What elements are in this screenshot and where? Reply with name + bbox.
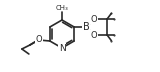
Text: B: B <box>83 22 89 32</box>
Text: O: O <box>36 35 42 44</box>
Text: O: O <box>91 14 97 23</box>
Text: N: N <box>59 44 65 53</box>
Text: CH₃: CH₃ <box>56 4 68 11</box>
Text: O: O <box>91 31 97 40</box>
